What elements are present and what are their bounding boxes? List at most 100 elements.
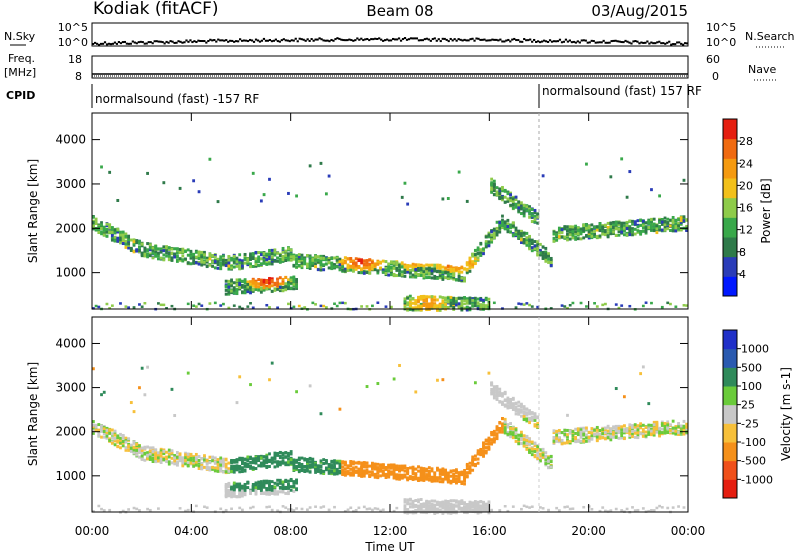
velocity-cell <box>251 483 255 487</box>
power-cell <box>127 246 131 250</box>
power-cell <box>403 300 407 304</box>
velocity-cell <box>346 508 350 512</box>
noise-sample <box>477 37 480 40</box>
power-cell <box>102 231 106 235</box>
noise-sample <box>505 39 508 42</box>
noise-sample <box>674 43 677 46</box>
noise-sample <box>467 39 470 42</box>
power-cell <box>631 233 634 237</box>
velocity-cell <box>338 471 342 475</box>
velocity-cell <box>178 507 182 510</box>
noise-sample <box>640 41 643 44</box>
power-cell <box>501 196 504 200</box>
power-cell <box>463 276 466 280</box>
power-cell <box>227 306 231 310</box>
power-cell <box>259 251 263 255</box>
velocity-cell <box>251 505 255 509</box>
power-colorbar-swatch <box>723 138 737 159</box>
power-cell <box>105 227 109 231</box>
noise-sample <box>213 39 216 42</box>
power-cell <box>444 266 447 270</box>
velocity-cell <box>184 462 187 466</box>
power-cell <box>433 276 437 280</box>
velocity-cell <box>143 445 147 449</box>
noise-sample <box>101 42 105 45</box>
power-cell <box>241 290 244 294</box>
velocity-cell <box>476 503 480 507</box>
power-cell <box>230 291 233 295</box>
power-cell <box>165 251 168 255</box>
velocity-cell <box>265 464 269 468</box>
power-cell <box>238 286 242 290</box>
velocity-cell <box>281 505 285 508</box>
power-cell <box>354 257 358 261</box>
velocity-cell <box>138 446 141 450</box>
power-colorbar-tick-label: 12 <box>739 224 753 237</box>
noise-sample <box>612 39 615 42</box>
noise-sample <box>620 41 623 44</box>
power-cell <box>449 271 453 275</box>
velocity-cell <box>230 465 233 469</box>
power-cell <box>501 214 504 218</box>
noise-sample <box>560 41 564 44</box>
power-cell <box>362 265 366 269</box>
power-cell <box>641 219 645 223</box>
velocity-cell <box>465 508 469 512</box>
velocity-cell <box>501 422 504 426</box>
velocity-cell <box>414 390 418 394</box>
beam-title: Beam 08 <box>366 2 433 20</box>
noise-sample <box>237 40 240 43</box>
power-cell <box>341 262 345 266</box>
velocity-cell <box>433 506 437 510</box>
power-cell <box>427 263 431 267</box>
velocity-cell <box>268 378 271 382</box>
velocity-cell <box>322 462 326 466</box>
velocity-cell <box>230 485 233 489</box>
velocity-cell <box>289 450 293 454</box>
power-cell <box>536 248 540 252</box>
power-cell <box>143 301 147 305</box>
power-cell <box>273 259 277 263</box>
power-cell <box>476 305 480 309</box>
power-cell <box>292 282 296 286</box>
velocity-cell <box>468 461 472 465</box>
power-cell <box>230 258 233 262</box>
power-cell <box>530 214 534 218</box>
power-cell <box>287 287 290 291</box>
power-cell <box>511 203 515 207</box>
velocity-cell <box>203 458 206 462</box>
power-cell <box>200 263 204 267</box>
power-cell <box>541 245 545 249</box>
power-cell <box>408 268 412 272</box>
power-cell <box>484 306 488 310</box>
power-cell <box>479 248 483 252</box>
noise-sample <box>457 38 460 41</box>
power-cell <box>227 261 231 265</box>
power-cell <box>157 247 160 251</box>
power-cell <box>517 235 521 239</box>
power-cell <box>517 229 521 233</box>
power-cell <box>628 170 632 174</box>
velocity-cell <box>222 464 225 468</box>
velocity-cell <box>151 459 155 463</box>
velocity-cell <box>476 505 480 509</box>
velocity-cell <box>224 508 228 512</box>
power-cell <box>411 301 415 305</box>
power-cell <box>349 257 353 261</box>
velocity-cell <box>417 465 420 469</box>
power-cell <box>235 284 239 288</box>
noise-sample <box>425 37 428 40</box>
noise-sample <box>219 39 222 42</box>
power-cell <box>284 249 288 253</box>
velocity-cell <box>92 431 95 435</box>
power-cell <box>368 264 372 268</box>
velocity-cell <box>119 441 122 445</box>
power-cell <box>138 249 141 253</box>
noise-panel: N.Sky 10^5 10^0 10^5 10^0 N.Search <box>4 21 795 49</box>
power-cell <box>243 279 247 283</box>
velocity-cell <box>273 489 277 493</box>
power-cell <box>346 268 350 272</box>
power-cell <box>146 255 149 259</box>
power-cell <box>568 225 572 229</box>
